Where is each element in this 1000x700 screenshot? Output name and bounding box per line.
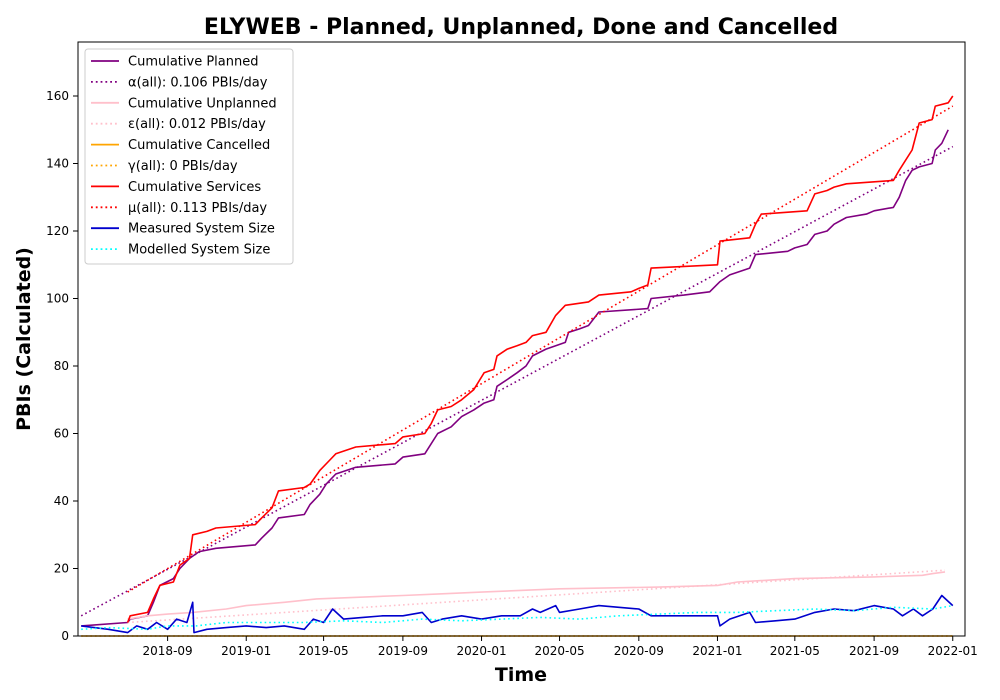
legend-label: Measured System Size <box>128 222 275 237</box>
y-tick-label: 40 <box>54 494 69 508</box>
legend-box <box>84 48 294 265</box>
legend-label: ε(all): 0.012 PBIs/day <box>128 117 266 132</box>
legend-item: μ(all): 0.113 PBIs/day <box>91 201 267 216</box>
y-tick-label: 0 <box>61 629 69 643</box>
series-line-2 <box>127 571 946 620</box>
x-tick-label: 2020-01 <box>456 644 506 658</box>
legend-item: Modelled System Size <box>91 243 270 258</box>
y-tick-label: 120 <box>46 224 69 238</box>
series-line-8 <box>81 594 954 634</box>
x-tick-label: 2022-01 <box>928 644 978 658</box>
legend: Cumulative Planned α(all): 0.106 PBIs/day… <box>84 48 294 265</box>
x-axis-label: Time <box>495 664 547 686</box>
legend-item: Cumulative Services <box>91 180 261 195</box>
legend-label: Cumulative Services <box>128 180 261 195</box>
y-tick-label: 140 <box>46 157 69 171</box>
series-line-7 <box>127 105 954 593</box>
y-tick-label: 100 <box>46 292 69 306</box>
x-tick-label: 2018-09 <box>143 644 193 658</box>
series-line-3 <box>127 569 946 624</box>
y-tick-label: 60 <box>54 427 69 441</box>
x-tick-label: 2019-09 <box>378 644 428 658</box>
x-tick-label: 2021-09 <box>849 644 899 658</box>
series-line-9 <box>81 604 953 631</box>
series-line-6 <box>126 95 954 623</box>
series-line-1 <box>80 145 954 617</box>
legend-label: Cumulative Planned <box>128 55 258 70</box>
x-tick-label: 2021-05 <box>770 644 820 658</box>
legend-item: Cumulative Planned <box>91 55 258 70</box>
y-tick-label: 80 <box>54 359 69 373</box>
legend-item: Cumulative Cancelled <box>91 138 270 153</box>
legend-label: μ(all): 0.113 PBIs/day <box>128 201 267 216</box>
x-tick-label: 2019-01 <box>221 644 271 658</box>
legend-label: Cumulative Unplanned <box>128 96 277 111</box>
legend-label: Modelled System Size <box>128 243 270 258</box>
y-tick-label: 160 <box>46 89 69 103</box>
legend-label: α(all): 0.106 PBIs/day <box>128 75 268 90</box>
legend-item: ε(all): 0.012 PBIs/day <box>91 117 266 132</box>
y-axis-label: PBIs (Calculated) <box>13 247 35 431</box>
x-tick-label: 2021-01 <box>692 644 742 658</box>
chart-title: ELYWEB - Planned, Unplanned, Done and Ca… <box>204 15 838 40</box>
legend-label: Cumulative Cancelled <box>128 138 270 153</box>
series-line-0 <box>81 129 949 627</box>
plot-area <box>80 95 954 637</box>
legend-label: γ(all): 0 PBIs/day <box>128 159 238 174</box>
y-tick-label: 20 <box>54 562 69 576</box>
legend-item: Cumulative Unplanned <box>91 96 277 111</box>
x-tick-label: 2019-05 <box>299 644 349 658</box>
legend-item: α(all): 0.106 PBIs/day <box>91 75 268 90</box>
legend-item: Measured System Size <box>91 222 275 237</box>
axes: 2018-09 2019-01 2019-05 2019-09 2020-01 2020-… <box>46 89 978 658</box>
x-tick-label: 2020-09 <box>614 644 664 658</box>
plot-frame <box>77 41 966 637</box>
legend-item: γ(all): 0 PBIs/day <box>91 159 238 174</box>
x-tick-label: 2020-05 <box>534 644 584 658</box>
